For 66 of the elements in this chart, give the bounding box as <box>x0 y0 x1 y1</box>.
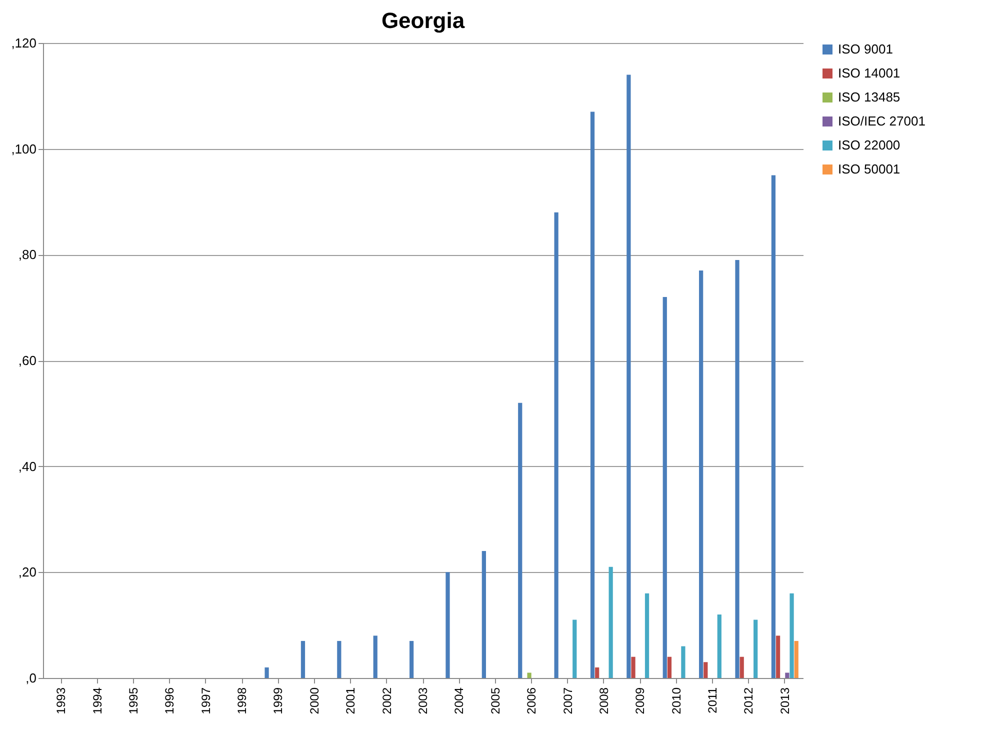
bar <box>527 672 532 678</box>
x-tick-label: 1999 <box>271 687 286 714</box>
bar <box>699 270 704 678</box>
bar <box>409 640 414 678</box>
legend-label: ISO 13485 <box>838 90 900 104</box>
x-tick-label: 1993 <box>54 687 68 714</box>
bar <box>771 175 776 678</box>
bar <box>518 402 522 678</box>
x-tick-label: 1997 <box>198 687 213 714</box>
bar <box>681 646 686 678</box>
x-tick-label: 2013 <box>778 687 792 714</box>
x-tick-label: 2009 <box>633 687 648 714</box>
bar <box>662 297 667 678</box>
bar <box>794 640 798 678</box>
legend-label: ISO 22000 <box>838 138 900 152</box>
bar <box>790 593 794 678</box>
x-tick-label: 1996 <box>162 687 177 714</box>
y-tick-label: ,120 <box>11 36 36 50</box>
bar <box>446 572 450 678</box>
y-tick-label: ,100 <box>11 141 36 156</box>
y-tick-label: ,0 <box>26 670 36 686</box>
bar <box>554 212 558 678</box>
legend-label: ISO 50001 <box>838 162 900 176</box>
bar <box>373 636 378 678</box>
x-tick-label: 2010 <box>669 687 684 714</box>
x-tick-label: 2004 <box>452 687 466 714</box>
y-tick-label: ,80 <box>18 247 36 262</box>
bar <box>785 672 790 678</box>
x-tick-label: 2012 <box>742 687 756 714</box>
bar <box>264 667 269 678</box>
x-tick-label: 2003 <box>416 687 430 714</box>
legend-label: ISO 9001 <box>838 42 893 56</box>
y-tick-label: ,20 <box>18 564 36 580</box>
bar <box>754 620 758 678</box>
x-tick-label: 2006 <box>524 687 539 714</box>
bar <box>595 667 600 678</box>
bar <box>608 566 613 678</box>
bar <box>626 74 631 678</box>
bar <box>337 640 342 678</box>
bar <box>300 640 306 678</box>
bar <box>776 636 780 678</box>
chart-title: Georgia <box>381 8 466 33</box>
legend-label: ISO/IEC 27001 <box>838 114 926 128</box>
bar <box>631 656 636 678</box>
bar <box>644 593 650 678</box>
x-tick-label: 2001 <box>344 687 358 714</box>
bar <box>717 614 722 678</box>
x-tick-label: 1994 <box>90 687 104 714</box>
bar <box>667 656 672 678</box>
bar <box>735 260 740 678</box>
x-tick-label: 2002 <box>380 687 394 714</box>
x-tick-label: 2005 <box>488 687 502 714</box>
bar <box>740 656 744 678</box>
y-tick-label: ,40 <box>18 458 36 474</box>
x-tick-label: 1998 <box>235 687 250 714</box>
x-tick-label: 2011 <box>706 687 720 714</box>
bar <box>482 551 486 678</box>
bar <box>590 112 595 678</box>
x-tick-label: 1995 <box>126 687 140 714</box>
legend-label: ISO 14001 <box>838 66 900 80</box>
x-tick-label: 2000 <box>307 687 322 714</box>
bar <box>704 662 708 678</box>
x-tick-label: 2007 <box>560 687 575 714</box>
y-tick-label: ,60 <box>18 353 36 368</box>
bar <box>572 620 577 678</box>
x-tick-label: 2008 <box>596 687 611 714</box>
